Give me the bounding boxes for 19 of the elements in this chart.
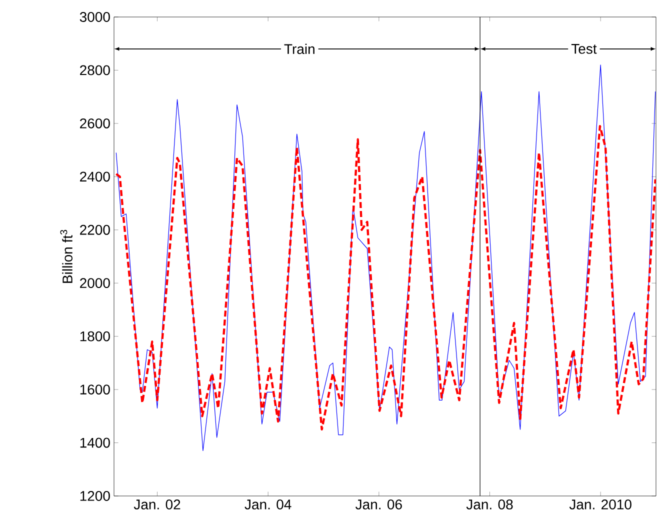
- annotation: Test: [571, 44, 597, 54]
- y-tick-label: 3000: [80, 12, 110, 22]
- x-tick-label: Jan. 06: [356, 500, 402, 510]
- x-tick-label: Jan. 04: [244, 500, 292, 510]
- y-tick-label: 1600: [80, 384, 110, 394]
- y-tick-label: 1400: [80, 438, 110, 448]
- y-axis-title: Billion ft$^{3}$: [60, 230, 72, 283]
- y-tick-label: 2000: [80, 278, 110, 288]
- y-tick-label: 2400: [80, 172, 110, 182]
- x-tick-label: Jan. 02: [134, 500, 180, 510]
- y-tick-label: 1800: [80, 331, 110, 342]
- y-tick-label: 1200: [80, 491, 110, 501]
- y-tick-label: 2800: [80, 65, 110, 76]
- line-series: [115, 124, 656, 431]
- x-tick-label: Jan. 2010: [569, 500, 632, 510]
- annotation: Train: [284, 44, 314, 54]
- x-tick-label: Jan. 08: [466, 500, 513, 510]
- y-tick-label: 2200: [80, 224, 110, 235]
- y-tick-label: 2600: [80, 118, 110, 128]
